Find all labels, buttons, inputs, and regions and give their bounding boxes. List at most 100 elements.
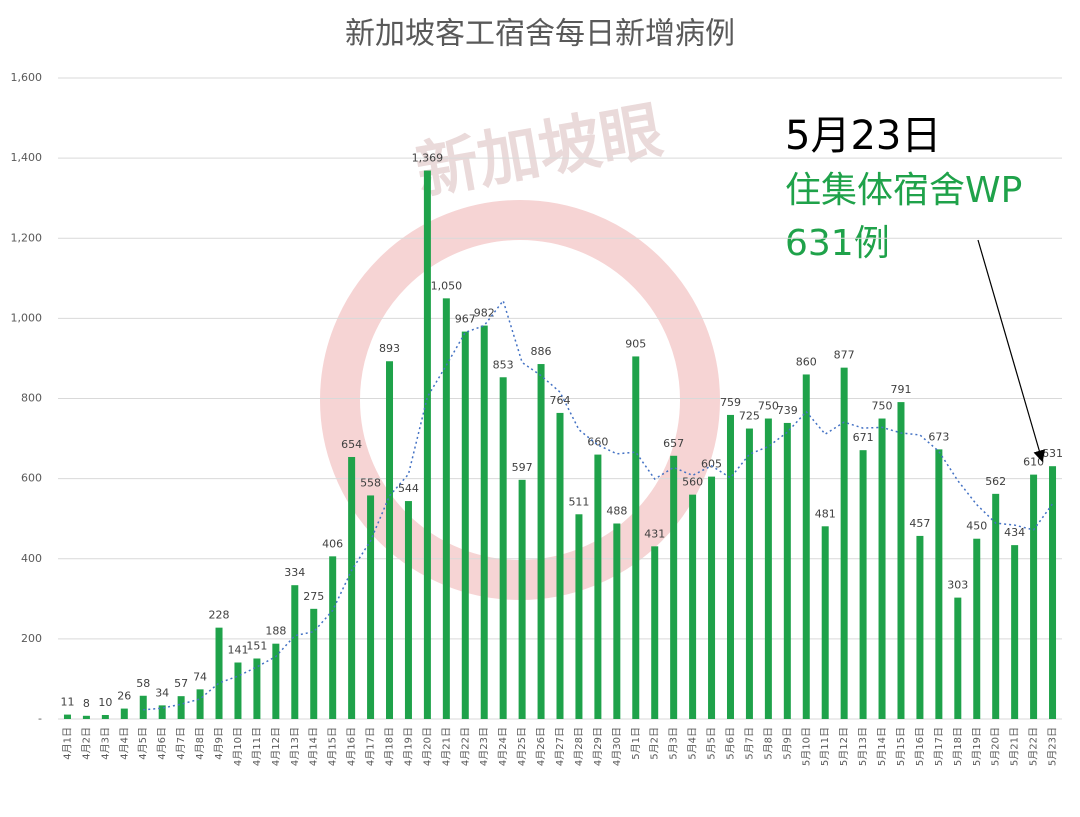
bar [708, 476, 716, 719]
data-label: 488 [606, 504, 627, 517]
bar [726, 414, 734, 719]
bar [745, 428, 753, 719]
bar [329, 556, 337, 719]
annotation-line: 631例 [785, 223, 890, 264]
x-tick-label: 5月7日 [743, 727, 755, 760]
y-tick-label: 800 [21, 392, 42, 405]
bar [935, 449, 943, 719]
x-tick-label: 5月18日 [952, 727, 964, 766]
bar [613, 523, 621, 719]
x-tick-label: 4月4日 [118, 727, 130, 760]
x-tick-label: 5月5日 [706, 727, 718, 760]
bar [423, 170, 431, 719]
data-label: 558 [360, 476, 381, 489]
data-label: 739 [777, 404, 798, 417]
x-tick-label: 5月2日 [649, 727, 661, 760]
bar [404, 501, 412, 719]
data-label: 511 [568, 495, 589, 508]
data-label: 750 [872, 400, 893, 413]
bar [878, 418, 886, 719]
bar [651, 546, 659, 719]
data-label: 11 [60, 696, 74, 709]
x-tick-label: 4月29日 [592, 727, 604, 766]
bar [1011, 545, 1019, 719]
data-label: 275 [303, 590, 324, 603]
bar [764, 418, 772, 719]
x-tick-label: 5月10日 [800, 727, 812, 766]
data-label: 188 [265, 625, 286, 638]
x-tick-label: 5月8日 [762, 727, 774, 760]
x-tick-label: 5月15日 [895, 727, 907, 766]
x-tick-label: 4月22日 [459, 727, 471, 766]
bar [783, 422, 791, 719]
y-tick-label: 1,600 [11, 71, 43, 84]
chart-title: 新加坡客工宿舍每日新增病例 [345, 17, 735, 52]
bar [859, 450, 867, 719]
data-label: 725 [739, 410, 760, 423]
data-label: 481 [815, 507, 836, 520]
bar [310, 608, 318, 719]
data-label: 860 [796, 355, 817, 368]
x-tick-label: 5月1日 [630, 727, 642, 760]
x-tick-label: 4月17日 [365, 727, 377, 766]
bar [234, 662, 242, 719]
annotation-line: 住集体宿舍WP [785, 170, 1022, 211]
y-tick-label: 400 [21, 552, 42, 565]
bar [632, 356, 640, 719]
y-tick-label: 200 [21, 632, 42, 645]
bar [386, 361, 394, 719]
bar [1049, 466, 1057, 719]
bar [897, 402, 905, 719]
bar [196, 689, 204, 719]
x-tick-label: 4月9日 [213, 727, 225, 760]
bar [120, 708, 128, 719]
bar [518, 479, 526, 719]
annotation-arrow [977, 239, 1046, 463]
bar [101, 714, 109, 719]
bar [442, 298, 450, 719]
bar [82, 715, 90, 719]
data-label: 982 [474, 307, 495, 320]
data-label: 654 [341, 438, 362, 451]
y-tick-label: 1,000 [11, 311, 43, 324]
x-tick-label: 5月14日 [876, 727, 888, 766]
bar [253, 658, 261, 719]
data-label: 434 [1004, 526, 1025, 539]
bar [992, 493, 1000, 719]
bar [689, 494, 697, 719]
data-label: 605 [701, 458, 722, 471]
data-label: 457 [909, 517, 930, 530]
data-label: 57 [174, 677, 188, 690]
trend-line [143, 299, 1054, 711]
data-label: 10 [98, 696, 112, 709]
bar [63, 714, 71, 719]
bar [537, 364, 545, 719]
data-label: 544 [398, 482, 419, 495]
x-tick-label: 4月26日 [535, 727, 547, 766]
bar [480, 325, 488, 719]
x-tick-label: 5月20日 [990, 727, 1002, 766]
data-label: 893 [379, 342, 400, 355]
x-tick-label: 5月11日 [819, 727, 831, 766]
data-label: 877 [834, 349, 855, 362]
data-label: 967 [455, 313, 476, 326]
data-label: 1,369 [412, 152, 444, 165]
x-tick-label: 4月1日 [61, 727, 73, 760]
x-tick-label: 4月20日 [421, 727, 433, 766]
bar [367, 495, 375, 719]
x-tick-label: 5月4日 [687, 727, 699, 760]
bar [291, 585, 299, 719]
bar [670, 455, 678, 719]
bar [348, 456, 356, 719]
data-label: 406 [322, 537, 343, 550]
x-tick-label: 4月5日 [137, 727, 149, 760]
data-label: 764 [550, 394, 571, 407]
data-label: 660 [587, 436, 608, 449]
x-tick-label: 5月19日 [971, 727, 983, 766]
x-tick-label: 4月15日 [327, 727, 339, 766]
x-tick-label: 4月25日 [516, 727, 528, 766]
y-tick-label: - [38, 712, 42, 725]
data-label: 560 [682, 476, 703, 489]
bar [499, 377, 507, 719]
